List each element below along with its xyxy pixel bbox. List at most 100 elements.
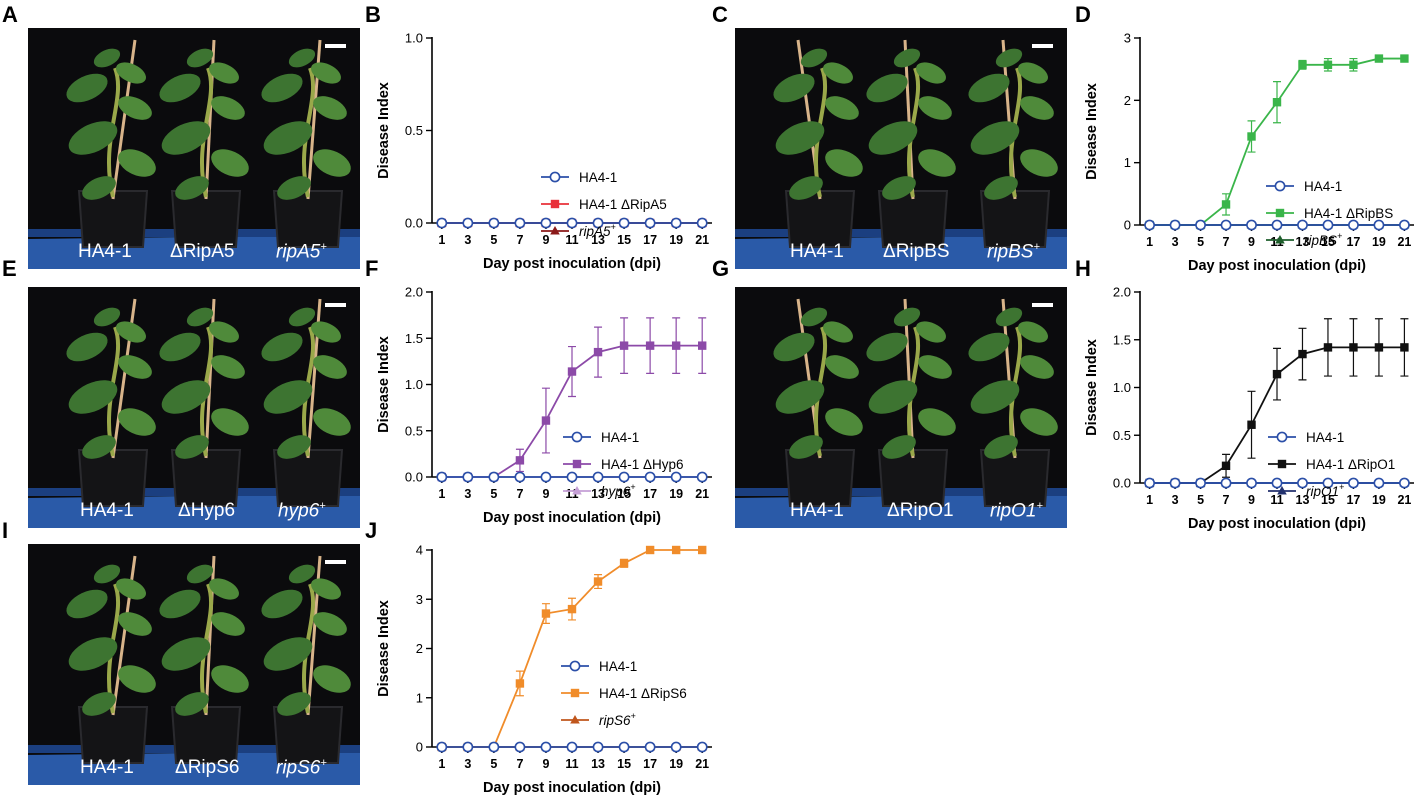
data-point — [670, 741, 682, 753]
leaf — [868, 380, 918, 414]
leaf — [82, 176, 116, 200]
legend-entry: HA4-1 — [541, 170, 617, 185]
pot — [877, 190, 949, 248]
x-tick-label: 15 — [617, 487, 631, 501]
x-tick-label: 1 — [438, 487, 445, 501]
leaf — [161, 380, 211, 414]
y-tick-label: 0.5 — [1113, 428, 1131, 443]
leaf — [775, 380, 825, 414]
leaf — [68, 121, 118, 155]
data-point — [1374, 54, 1384, 63]
plant-photo-c: HA4-1 ΔRipBS ripBS+ — [735, 28, 1067, 269]
data-point — [1349, 60, 1358, 70]
leaf — [116, 62, 146, 84]
x-tick-label: 19 — [669, 757, 683, 771]
data-point — [644, 741, 656, 753]
legend-entry: HA4-1 ΔHyp6 — [563, 457, 684, 472]
leaf — [311, 321, 341, 343]
leaf — [263, 121, 313, 155]
legend-marker — [570, 688, 580, 698]
leaf — [866, 73, 908, 103]
plant — [968, 39, 1058, 248]
complement-sup: + — [320, 756, 327, 769]
x-tick-label: 21 — [695, 487, 709, 501]
leaf — [93, 307, 121, 327]
leaf — [209, 578, 239, 600]
x-tick-label: 15 — [617, 757, 631, 771]
y-tick-label: 3 — [1124, 31, 1131, 46]
plant — [866, 298, 956, 507]
data-point — [618, 741, 630, 753]
data-point — [566, 217, 578, 229]
leaf — [313, 612, 347, 636]
scale-bar — [325, 560, 346, 564]
plant — [66, 39, 156, 248]
photo-label-wildtype: HA4-1 — [80, 500, 134, 521]
data-point — [1348, 477, 1359, 489]
y-tick-label: 0 — [1124, 218, 1131, 233]
leaf — [311, 62, 341, 84]
series-line — [441, 549, 703, 748]
data-point — [592, 741, 604, 753]
x-axis-label: Day post inoculation (dpi) — [483, 256, 661, 272]
data-point — [1298, 349, 1307, 359]
pot — [979, 190, 1051, 248]
data-point — [644, 217, 656, 229]
data-point — [645, 341, 655, 350]
leaf — [313, 665, 351, 693]
x-axis-label: Day post inoculation (dpi) — [483, 510, 661, 526]
legend-marker — [550, 226, 560, 235]
legend-marker — [572, 486, 582, 495]
data-point — [1373, 477, 1385, 489]
leaf — [311, 578, 341, 600]
data-point — [1297, 219, 1308, 231]
panel-letter-b: B — [365, 2, 381, 27]
data-point — [1323, 60, 1333, 70]
data-point — [671, 545, 681, 555]
legend-marker — [1275, 208, 1285, 218]
leaf — [823, 321, 853, 343]
legend-marker — [569, 660, 581, 672]
leaf — [82, 435, 116, 459]
data-point — [514, 471, 526, 483]
leaf — [882, 176, 916, 200]
legend-label: HA4-1 ΔRipBS — [1304, 206, 1393, 221]
data-point — [1374, 343, 1384, 352]
legend-entry: ripBS+ — [1266, 231, 1342, 248]
plant — [968, 298, 1058, 507]
x-tick-label: 21 — [1397, 235, 1411, 249]
leaf — [1020, 355, 1054, 379]
complement-sup: + — [1036, 499, 1043, 512]
pot — [77, 706, 149, 764]
data-point — [1322, 477, 1334, 489]
legend-entry: HA4-1 — [1266, 179, 1342, 194]
data-point — [671, 341, 681, 350]
leaf — [918, 149, 956, 177]
legend-entry: HA4-1 — [1268, 430, 1344, 445]
plant — [773, 39, 863, 248]
data-point — [1323, 343, 1333, 352]
leaf — [159, 73, 201, 103]
data-point — [1400, 343, 1409, 352]
legend-marker — [1276, 431, 1288, 443]
x-tick-label: 7 — [516, 487, 523, 501]
leaf — [211, 665, 249, 693]
x-tick-label: 11 — [565, 757, 578, 771]
data-point — [1246, 477, 1257, 489]
legend-entry: hyp6+ — [563, 482, 636, 499]
photo-label-mutant: ΔRipA5 — [170, 241, 235, 262]
leaf — [825, 408, 863, 436]
plant-illustration — [735, 39, 1067, 269]
leaf — [313, 149, 351, 177]
leaf — [773, 73, 815, 103]
y-tick-label: 0 — [416, 740, 423, 755]
leaf — [175, 692, 209, 716]
leaf — [968, 73, 1010, 103]
leaf — [116, 321, 146, 343]
data-point — [1169, 477, 1181, 489]
data-point — [645, 545, 655, 555]
chart-f: 0.0 0.5 1.0 1.5 2.0 1 3 5 7 9 11 13 15 17 19 21 Day post… — [370, 282, 720, 532]
leaf — [984, 435, 1018, 459]
pot — [77, 190, 149, 248]
